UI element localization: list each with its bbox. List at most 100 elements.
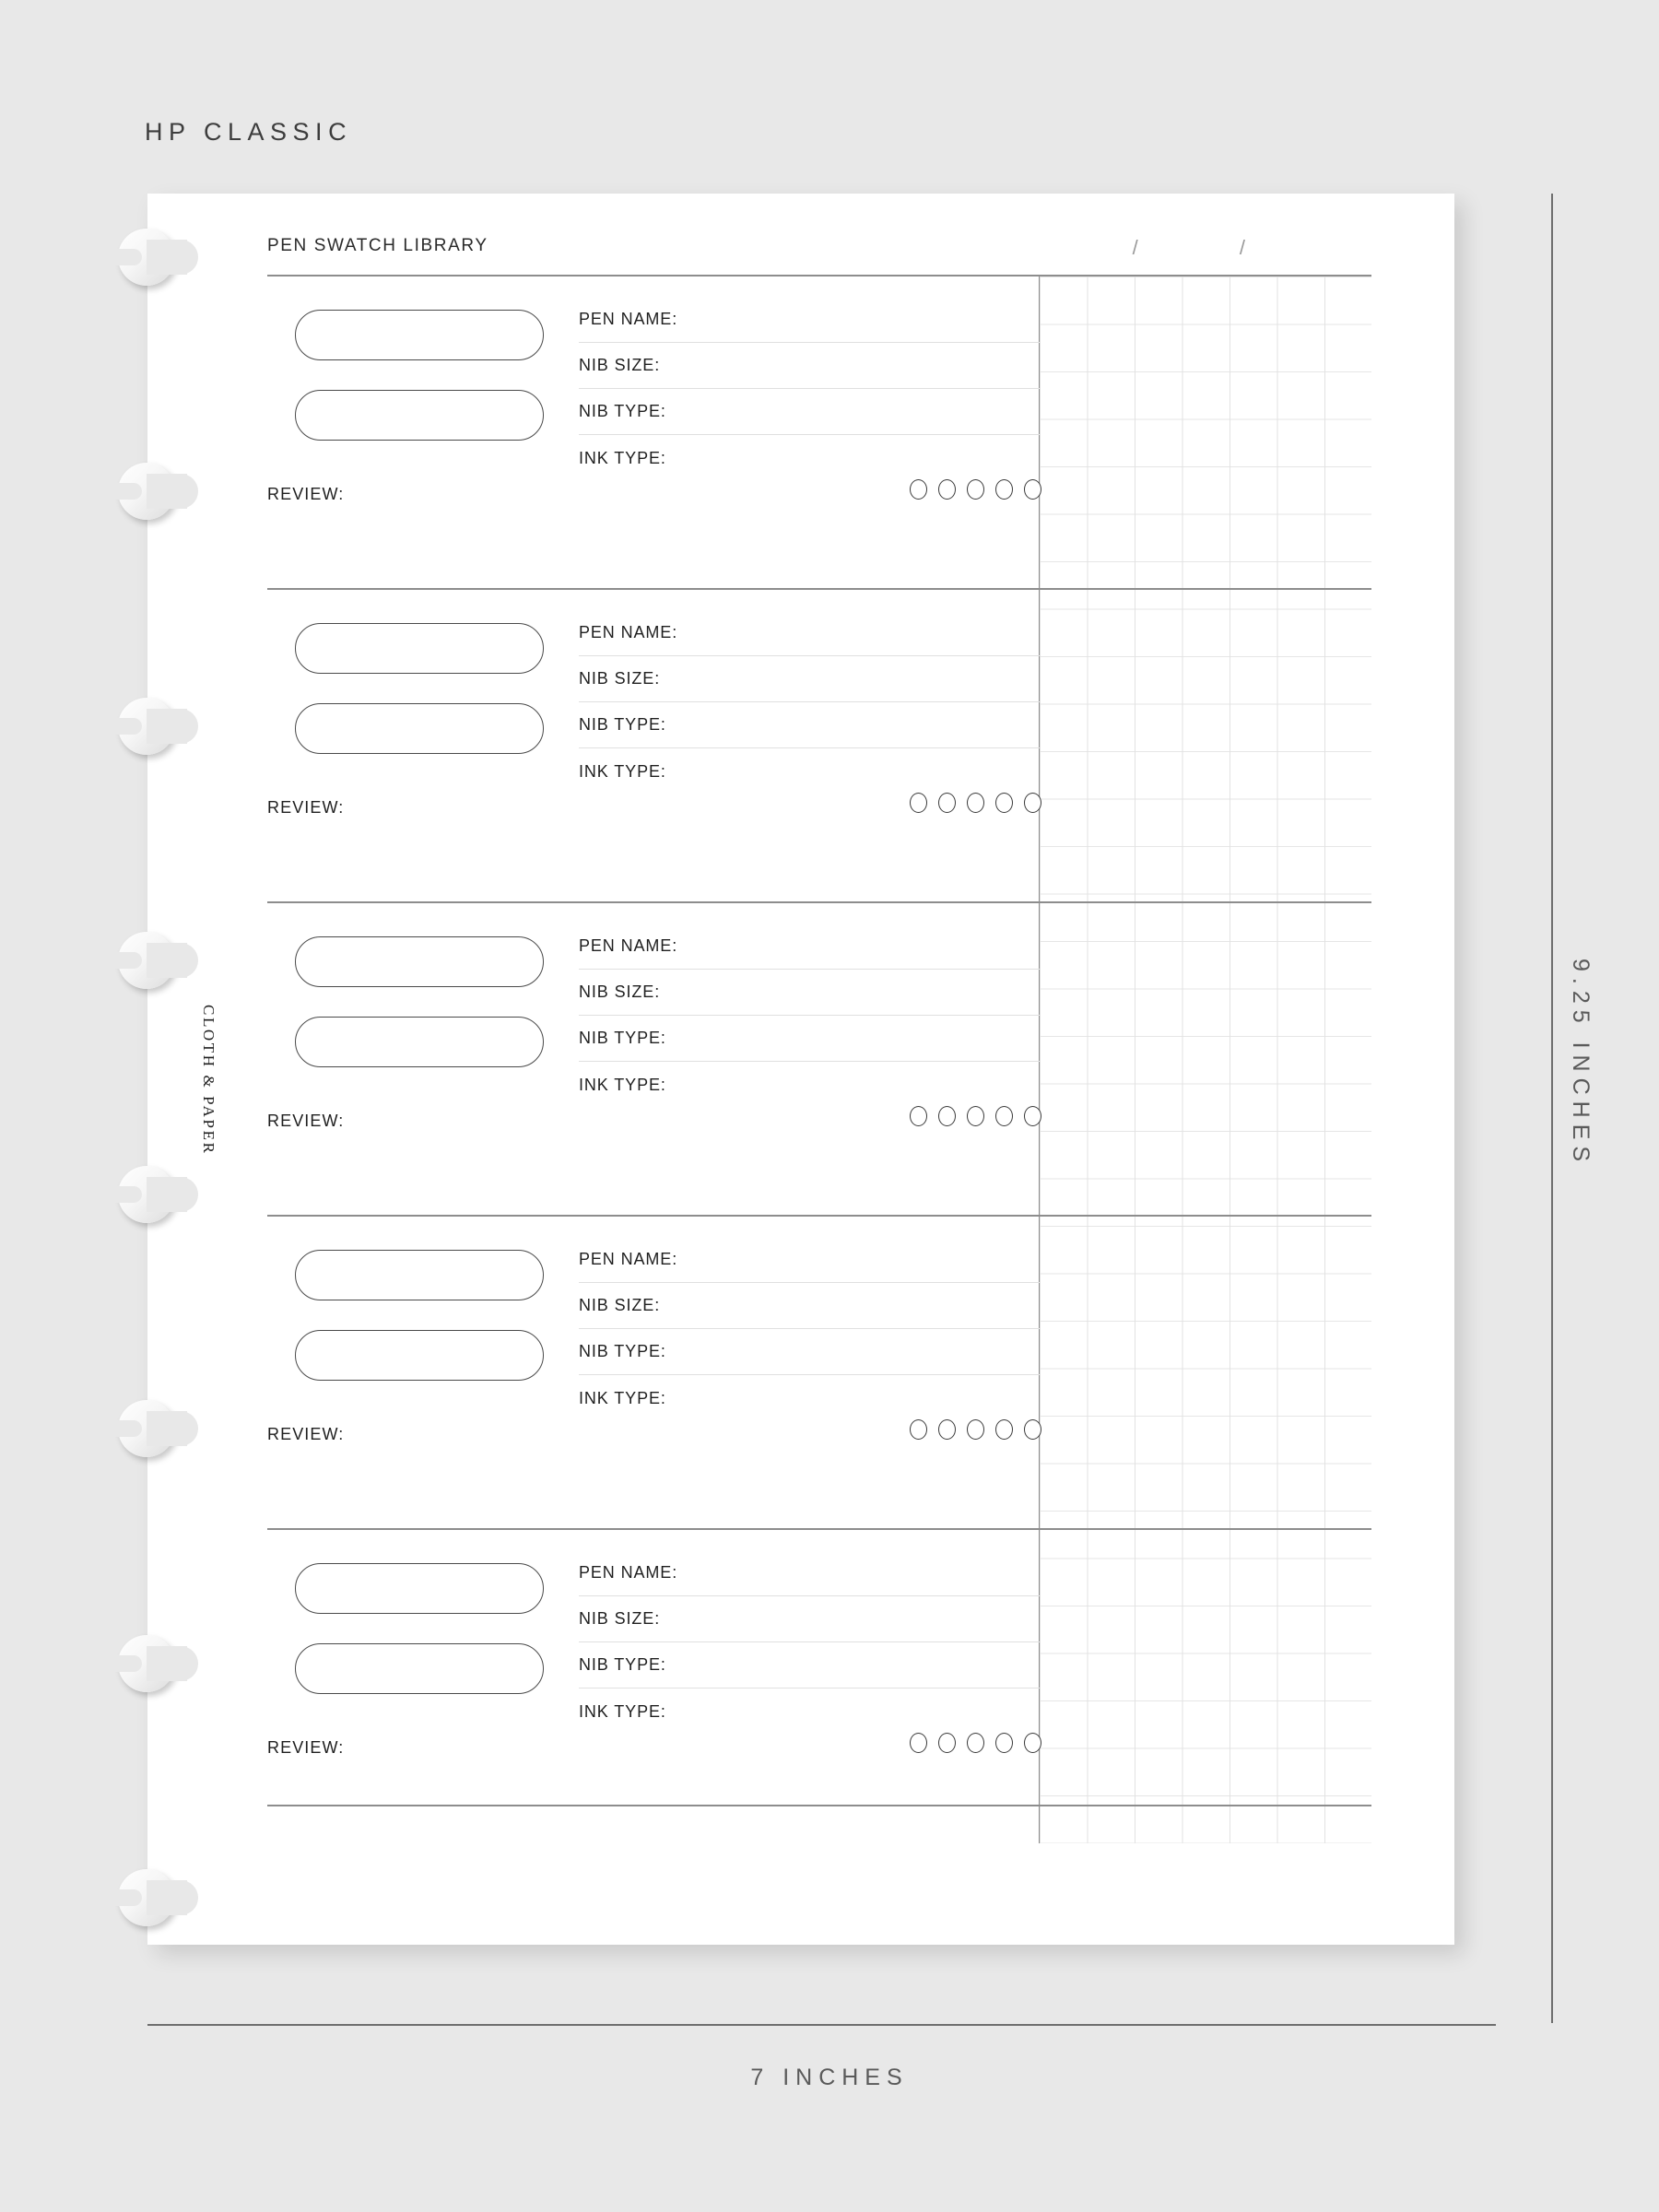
ink-swatch-box-1[interactable] (295, 1250, 544, 1300)
rating-circle-icon[interactable] (995, 1733, 1013, 1753)
field-ink-type[interactable]: INK TYPE: (579, 1688, 1040, 1735)
field-label-nib-size: NIB SIZE: (579, 982, 661, 1001)
rating-circle-icon[interactable] (967, 793, 984, 813)
review-row: REVIEW: (267, 1106, 1041, 1145)
rating-circle-icon[interactable] (910, 1106, 927, 1126)
ink-swatch-box-2[interactable] (295, 703, 544, 754)
field-label-pen-name: PEN NAME: (579, 1250, 678, 1268)
field-nib-type[interactable]: NIB TYPE: (579, 389, 1040, 435)
field-nib-size[interactable]: NIB SIZE: (579, 656, 1040, 702)
rating-circle-icon[interactable] (1024, 1419, 1041, 1440)
entry-separator-rule (267, 901, 1371, 903)
field-label-nib-type: NIB TYPE: (579, 402, 666, 420)
rating-circle-icon[interactable] (995, 1106, 1013, 1126)
field-label-nib-type: NIB TYPE: (579, 1342, 666, 1360)
rating-control[interactable] (910, 793, 1041, 813)
field-pen-name[interactable]: PEN NAME: (579, 1237, 1040, 1283)
rating-circle-icon[interactable] (938, 793, 956, 813)
ink-swatch-box-2[interactable] (295, 1330, 544, 1381)
rating-circle-icon[interactable] (1024, 1733, 1041, 1753)
entry-separator-rule (267, 588, 1371, 590)
rating-circle-icon[interactable] (910, 479, 927, 500)
field-nib-type[interactable]: NIB TYPE: (579, 1329, 1040, 1375)
field-nib-size[interactable]: NIB SIZE: (579, 343, 1040, 389)
field-nib-size[interactable]: NIB SIZE: (579, 1596, 1040, 1642)
field-pen-name[interactable]: PEN NAME: (579, 1550, 1040, 1596)
field-ink-type[interactable]: INK TYPE: (579, 435, 1040, 481)
entry-separator-rule (267, 1528, 1371, 1530)
field-ink-type[interactable]: INK TYPE: (579, 1375, 1040, 1421)
review-label: REVIEW: (267, 1738, 345, 1757)
vertical-brand-mark: CLOTH & PAPER (200, 1005, 218, 1156)
disc-punch-notch (147, 708, 198, 744)
rating-circle-icon[interactable] (967, 479, 984, 500)
field-label-ink-type: INK TYPE: (579, 1076, 666, 1094)
width-measurement-label: 7 INCHES (750, 2065, 909, 2090)
swatch-grid-area[interactable] (1040, 276, 1371, 1843)
field-nib-size[interactable]: NIB SIZE: (579, 1283, 1040, 1329)
planner-page-sheet: PEN SWATCH LIBRARY / / CLOTH & PAPER PEN… (114, 194, 1454, 1945)
rating-circle-icon[interactable] (938, 1106, 956, 1126)
ink-swatch-box-1[interactable] (295, 623, 544, 674)
field-label-ink-type: INK TYPE: (579, 449, 666, 467)
field-nib-type[interactable]: NIB TYPE: (579, 1016, 1040, 1062)
field-label-nib-size: NIB SIZE: (579, 1296, 661, 1314)
ink-swatch-box-1[interactable] (295, 936, 544, 987)
rating-control[interactable] (910, 1106, 1041, 1126)
field-pen-name[interactable]: PEN NAME: (579, 924, 1040, 970)
rating-circle-icon[interactable] (938, 1419, 956, 1440)
sheet-header: PEN SWATCH LIBRARY / / (267, 236, 1332, 276)
rating-circle-icon[interactable] (995, 793, 1013, 813)
field-label-nib-size: NIB SIZE: (579, 669, 661, 688)
disc-punch-notch (147, 1411, 198, 1447)
page-title: PEN SWATCH LIBRARY (267, 236, 488, 255)
field-label-pen-name: PEN NAME: (579, 936, 678, 955)
ink-swatch-box-1[interactable] (295, 310, 544, 360)
rating-circle-icon[interactable] (1024, 1106, 1041, 1126)
rating-circle-icon[interactable] (1024, 793, 1041, 813)
disc-punch-notch (147, 942, 198, 978)
field-nib-type[interactable]: NIB TYPE: (579, 702, 1040, 748)
field-pen-name[interactable]: PEN NAME: (579, 610, 1040, 656)
field-ink-type[interactable]: INK TYPE: (579, 748, 1040, 794)
review-row: REVIEW: (267, 479, 1041, 518)
field-label-ink-type: INK TYPE: (579, 762, 666, 781)
entry-separator-rule (267, 1805, 1371, 1806)
review-label: REVIEW: (267, 1112, 345, 1130)
field-label-ink-type: INK TYPE: (579, 1702, 666, 1721)
rating-circle-icon[interactable] (910, 1419, 927, 1440)
rating-control[interactable] (910, 1733, 1041, 1753)
ink-swatch-box-2[interactable] (295, 390, 544, 441)
field-ink-type[interactable]: INK TYPE: (579, 1062, 1040, 1108)
rating-circle-icon[interactable] (1024, 479, 1041, 500)
field-label-nib-type: NIB TYPE: (579, 1655, 666, 1674)
page-inner: PEN SWATCH LIBRARY / / CLOTH & PAPER PEN… (147, 194, 1454, 1945)
entry-separator-rule (267, 1215, 1371, 1217)
rating-control[interactable] (910, 1419, 1041, 1440)
rating-circle-icon[interactable] (967, 1733, 984, 1753)
review-label: REVIEW: (267, 1425, 345, 1443)
ink-swatch-box-2[interactable] (295, 1643, 544, 1694)
rating-control[interactable] (910, 479, 1041, 500)
field-nib-type[interactable]: NIB TYPE: (579, 1642, 1040, 1688)
review-label: REVIEW: (267, 798, 345, 817)
field-pen-name[interactable]: PEN NAME: (579, 297, 1040, 343)
rating-circle-icon[interactable] (967, 1106, 984, 1126)
disc-punch-notch (147, 1645, 198, 1681)
rating-circle-icon[interactable] (995, 1419, 1013, 1440)
field-nib-size[interactable]: NIB SIZE: (579, 970, 1040, 1016)
rating-circle-icon[interactable] (938, 1733, 956, 1753)
rating-circle-icon[interactable] (938, 479, 956, 500)
height-measurement-label: 9.25 INCHES (1568, 959, 1594, 1169)
field-label-pen-name: PEN NAME: (579, 1563, 678, 1582)
rating-circle-icon[interactable] (910, 1733, 927, 1753)
rating-circle-icon[interactable] (995, 479, 1013, 500)
ink-swatch-box-2[interactable] (295, 1017, 544, 1067)
review-row: REVIEW: (267, 793, 1041, 831)
disc-punch-notch (147, 474, 198, 510)
date-field[interactable]: / / (1132, 236, 1293, 259)
ink-swatch-box-1[interactable] (295, 1563, 544, 1614)
rating-circle-icon[interactable] (967, 1419, 984, 1440)
rating-circle-icon[interactable] (910, 793, 927, 813)
